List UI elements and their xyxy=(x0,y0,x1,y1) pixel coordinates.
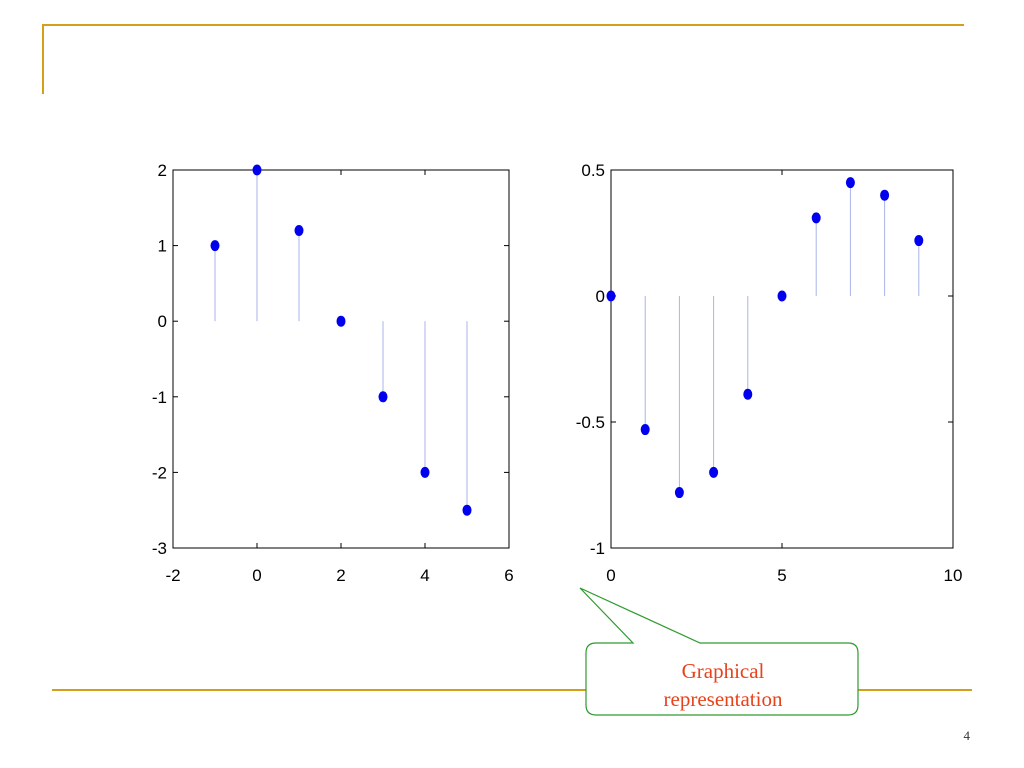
x-tick-label: 2 xyxy=(336,566,345,585)
y-tick-label: -0.5 xyxy=(576,413,605,432)
y-tick-label: 1 xyxy=(158,237,167,256)
stem-marker xyxy=(462,504,472,516)
stem-marker xyxy=(640,424,650,436)
y-tick-label: -3 xyxy=(152,539,167,558)
y-tick-label: 0 xyxy=(158,312,167,331)
callout-bubble xyxy=(579,587,859,716)
y-tick-label: 2 xyxy=(158,161,167,180)
y-tick-label: -2 xyxy=(152,463,167,482)
x-tick-label: -2 xyxy=(165,566,180,585)
stem-marker xyxy=(210,240,220,252)
plot-frame xyxy=(172,169,510,549)
stem-marker xyxy=(252,164,262,176)
stem-marker xyxy=(743,388,753,400)
stem-marker xyxy=(811,212,821,224)
x-tick-label: 0 xyxy=(606,566,615,585)
y-tick-label: -1 xyxy=(590,539,605,558)
stem-marker xyxy=(845,177,855,189)
stem-marker xyxy=(674,487,684,499)
stem-marker xyxy=(880,189,890,201)
x-tick-label: 4 xyxy=(420,566,429,585)
callout-line-2: representation xyxy=(663,687,783,711)
plot-frame xyxy=(610,169,954,549)
stem-marker xyxy=(420,466,430,478)
chart-left: -3 -2 -1 0 1 2 -2 0 2 4 6 xyxy=(152,161,514,585)
chart-right: -1 -0.5 0 0.5 0 5 10 xyxy=(576,161,963,585)
header-rule-vertical xyxy=(42,24,44,94)
page-number: 4 xyxy=(963,728,971,743)
callout-text: Graphical representation xyxy=(588,657,858,713)
stem-marker xyxy=(336,315,346,327)
header-rule-horizontal xyxy=(42,24,964,26)
callout-line-1: Graphical xyxy=(681,659,765,683)
y-tick-label: 0 xyxy=(596,287,605,306)
y-tick-label: -1 xyxy=(152,388,167,407)
footer-rule xyxy=(52,689,972,691)
stem-marker xyxy=(914,235,924,247)
x-tick-label: 10 xyxy=(944,566,963,585)
stem-marker xyxy=(294,224,304,236)
stem-marker xyxy=(378,391,388,403)
x-tick-label: 5 xyxy=(777,566,786,585)
stem-marker xyxy=(777,290,787,302)
stem-marker xyxy=(709,466,719,478)
x-tick-label: 0 xyxy=(252,566,261,585)
y-tick-label: 0.5 xyxy=(581,161,605,180)
stem-marker xyxy=(606,290,616,302)
x-tick-label: 6 xyxy=(504,566,513,585)
